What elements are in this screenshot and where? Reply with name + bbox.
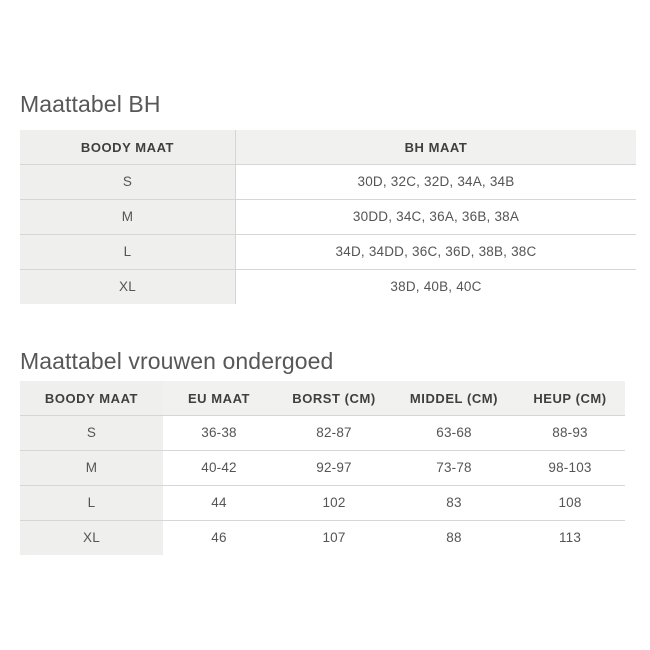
column-header-boody-maat: BOODY MAAT xyxy=(20,381,163,416)
column-header-borst-cm: BORST (CM) xyxy=(275,381,393,416)
cell-boody-maat: XL xyxy=(20,269,236,304)
underwear-size-table-title: Maattabel vrouwen ondergoed xyxy=(20,348,334,374)
cell-middel-cm: 83 xyxy=(446,495,462,511)
cell-boody-maat: M xyxy=(20,450,163,486)
table-header-row: BOODY MAAT BH MAAT xyxy=(20,130,636,165)
cell-boody-maat: S xyxy=(20,164,236,200)
column-header-middel-cm: MIDDEL (CM) xyxy=(393,381,515,416)
cell-bh-maat: 30DD, 34C, 36A, 36B, 38A xyxy=(235,199,636,235)
cell-borst-cm: 82-87 xyxy=(316,425,352,441)
table-row: M 40-42 92-97 73-78 98-103 xyxy=(20,450,625,486)
column-header-heup-cm: HEUP (CM) xyxy=(515,381,625,416)
table-row: XL 46 107 88 113 xyxy=(20,520,625,555)
cell-eu-maat: 40-42 xyxy=(201,460,237,476)
bra-table-body: S 30D, 32C, 32D, 34A, 34B M 30DD, 34C, 3… xyxy=(20,164,636,304)
cell-boody-maat: S xyxy=(20,415,163,451)
cell-middel-cm: 88 xyxy=(446,530,462,546)
table-row: XL 38D, 40B, 40C xyxy=(20,269,636,304)
cell-bh-maat: 38D, 40B, 40C xyxy=(235,269,636,304)
underwear-size-table: BOODY MAAT EU MAAT BORST (CM) MIDDEL (CM… xyxy=(20,381,625,555)
column-header-eu-maat: EU MAAT xyxy=(163,381,275,416)
cell-boody-maat: XL xyxy=(20,520,163,555)
underwear-table-body: S 36-38 82-87 63-68 88-93 M 40-42 92-97 … xyxy=(20,415,625,555)
column-header-boody-maat: BOODY MAAT xyxy=(20,130,236,165)
table-row: S 30D, 32C, 32D, 34A, 34B xyxy=(20,164,636,200)
cell-boody-maat: L xyxy=(20,234,236,270)
cell-boody-maat: M xyxy=(20,199,236,235)
cell-boody-maat: L xyxy=(20,485,163,521)
table-row: L 44 102 83 108 xyxy=(20,485,625,521)
cell-borst-cm: 92-97 xyxy=(316,460,352,476)
cell-heup-cm: 98-103 xyxy=(548,460,592,476)
cell-eu-maat: 36-38 xyxy=(201,425,237,441)
table-row: L 34D, 34DD, 36C, 36D, 38B, 38C xyxy=(20,234,636,270)
bra-table-header: BOODY MAAT BH MAAT xyxy=(20,130,636,165)
underwear-table-header: BOODY MAAT EU MAAT BORST (CM) MIDDEL (CM… xyxy=(20,381,625,416)
bra-size-table-title: Maattabel BH xyxy=(20,91,161,117)
cell-heup-cm: 108 xyxy=(558,495,582,511)
cell-eu-maat: 46 xyxy=(211,530,227,546)
table-row: S 36-38 82-87 63-68 88-93 xyxy=(20,415,625,451)
cell-heup-cm: 88-93 xyxy=(552,425,588,441)
cell-bh-maat: 34D, 34DD, 36C, 36D, 38B, 38C xyxy=(235,234,636,270)
table-row: M 30DD, 34C, 36A, 36B, 38A xyxy=(20,199,636,235)
cell-middel-cm: 73-78 xyxy=(436,460,472,476)
bra-size-table: BOODY MAAT BH MAAT S 30D, 32C, 32D, 34A,… xyxy=(20,130,636,304)
cell-heup-cm: 113 xyxy=(558,530,582,546)
cell-eu-maat: 44 xyxy=(211,495,227,511)
cell-middel-cm: 63-68 xyxy=(436,425,472,441)
cell-borst-cm: 107 xyxy=(322,530,346,546)
cell-bh-maat: 30D, 32C, 32D, 34A, 34B xyxy=(235,164,636,200)
table-header-row: BOODY MAAT EU MAAT BORST (CM) MIDDEL (CM… xyxy=(20,381,625,416)
cell-borst-cm: 102 xyxy=(322,495,346,511)
column-header-bh-maat: BH MAAT xyxy=(235,130,636,165)
